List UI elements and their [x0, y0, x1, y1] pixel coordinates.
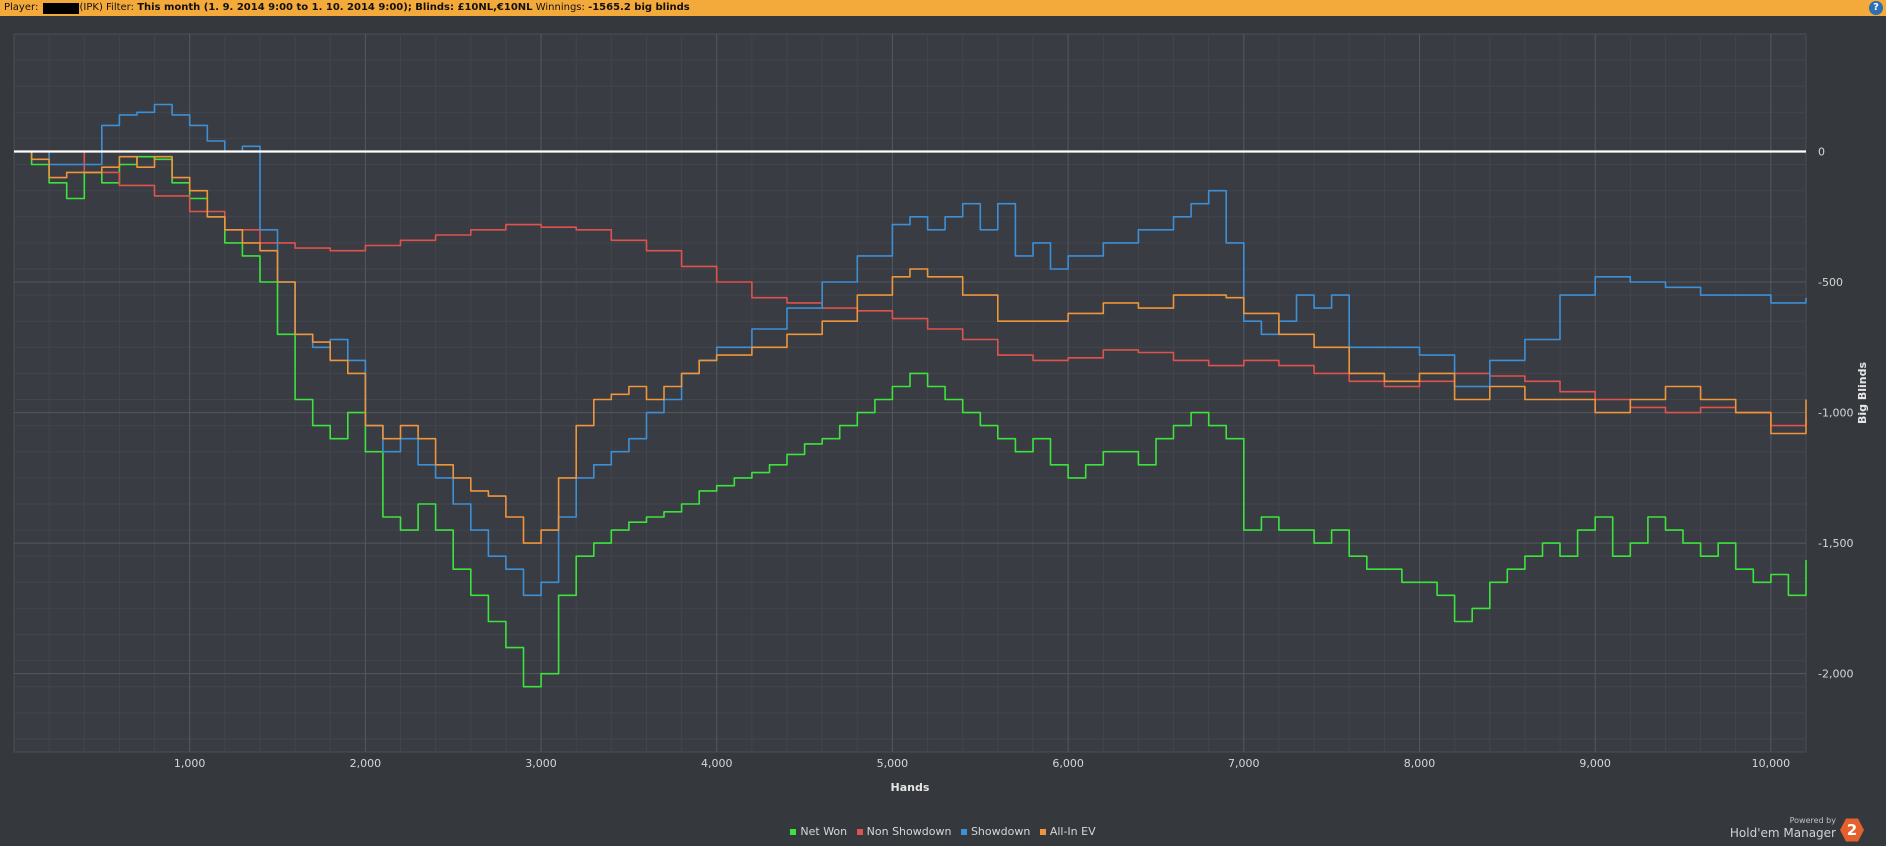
legend-item-all-in-ev[interactable]: All-In EV — [1039, 825, 1096, 838]
product-name: Hold'em Manager — [1729, 826, 1836, 840]
x-tick-label: 3,000 — [525, 757, 557, 770]
x-tick-label: 8,000 — [1404, 757, 1436, 770]
x-axis-title: Hands — [891, 781, 930, 794]
y-tick-label: -2,000 — [1818, 668, 1853, 681]
legend-swatch — [856, 829, 863, 835]
branding: Powered by Hold'em Manager 2 — [1716, 816, 1876, 844]
y-tick-label: 0 — [1818, 145, 1825, 158]
chart-legend: Net Won Non Showdown Showdown All-In EV — [0, 825, 1886, 838]
winnings-label: Winnings: — [535, 2, 585, 13]
y-tick-label: -1,500 — [1818, 537, 1853, 550]
x-tick-label: 2,000 — [350, 757, 382, 770]
hm2-logo-icon: 2 — [1840, 818, 1864, 842]
filter-text: This month (1. 9. 2014 9:00 to 1. 10. 20… — [137, 2, 533, 13]
legend-swatch — [790, 829, 797, 835]
legend-label: Showdown — [970, 825, 1031, 838]
legend-label: All-In EV — [1049, 825, 1096, 838]
legend-swatch — [1039, 829, 1046, 835]
legend-label: Net Won — [800, 825, 848, 838]
y-tick-label: -500 — [1818, 276, 1843, 289]
x-tick-label: 9,000 — [1579, 757, 1611, 770]
series-line-net-won — [14, 150, 1807, 688]
x-tick-label: 5,000 — [877, 757, 909, 770]
x-tick-label: 10,000 — [1752, 757, 1791, 770]
player-name-redacted — [42, 2, 79, 14]
winnings-value: -1565.2 big blinds — [588, 2, 690, 13]
series-line-all-in-ev — [14, 150, 1807, 544]
legend-item-net-won[interactable]: Net Won — [790, 825, 847, 838]
legend-swatch — [960, 829, 967, 835]
powered-by-text: Powered by — [1789, 816, 1836, 825]
x-tick-label: 4,000 — [701, 757, 733, 770]
plot-area — [13, 33, 1807, 753]
filter-label: Filter: — [106, 2, 134, 13]
legend-label: Non Showdown — [866, 825, 952, 838]
legend-item-non-showdown[interactable]: Non Showdown — [856, 825, 952, 838]
filter-bar: Player: (IPK) Filter: This month (1. 9. … — [0, 0, 1886, 16]
y-axis-title: Big Blinds — [1856, 362, 1869, 424]
player-suffix: (IPK) — [79, 2, 103, 13]
help-icon[interactable]: ? — [1869, 1, 1883, 15]
series-line-non-showdown — [14, 150, 1807, 427]
legend-item-showdown[interactable]: Showdown — [960, 825, 1031, 838]
player-label: Player: — [4, 2, 39, 13]
x-tick-label: 7,000 — [1228, 757, 1260, 770]
x-tick-label: 1,000 — [174, 757, 206, 770]
x-tick-label: 6,000 — [1052, 757, 1084, 770]
winnings-chart: 1,000 2,000 3,000 4,000 5,000 6,000 7,000 8,000… — [13, 33, 1869, 794]
y-tick-label: -1,000 — [1818, 407, 1853, 420]
